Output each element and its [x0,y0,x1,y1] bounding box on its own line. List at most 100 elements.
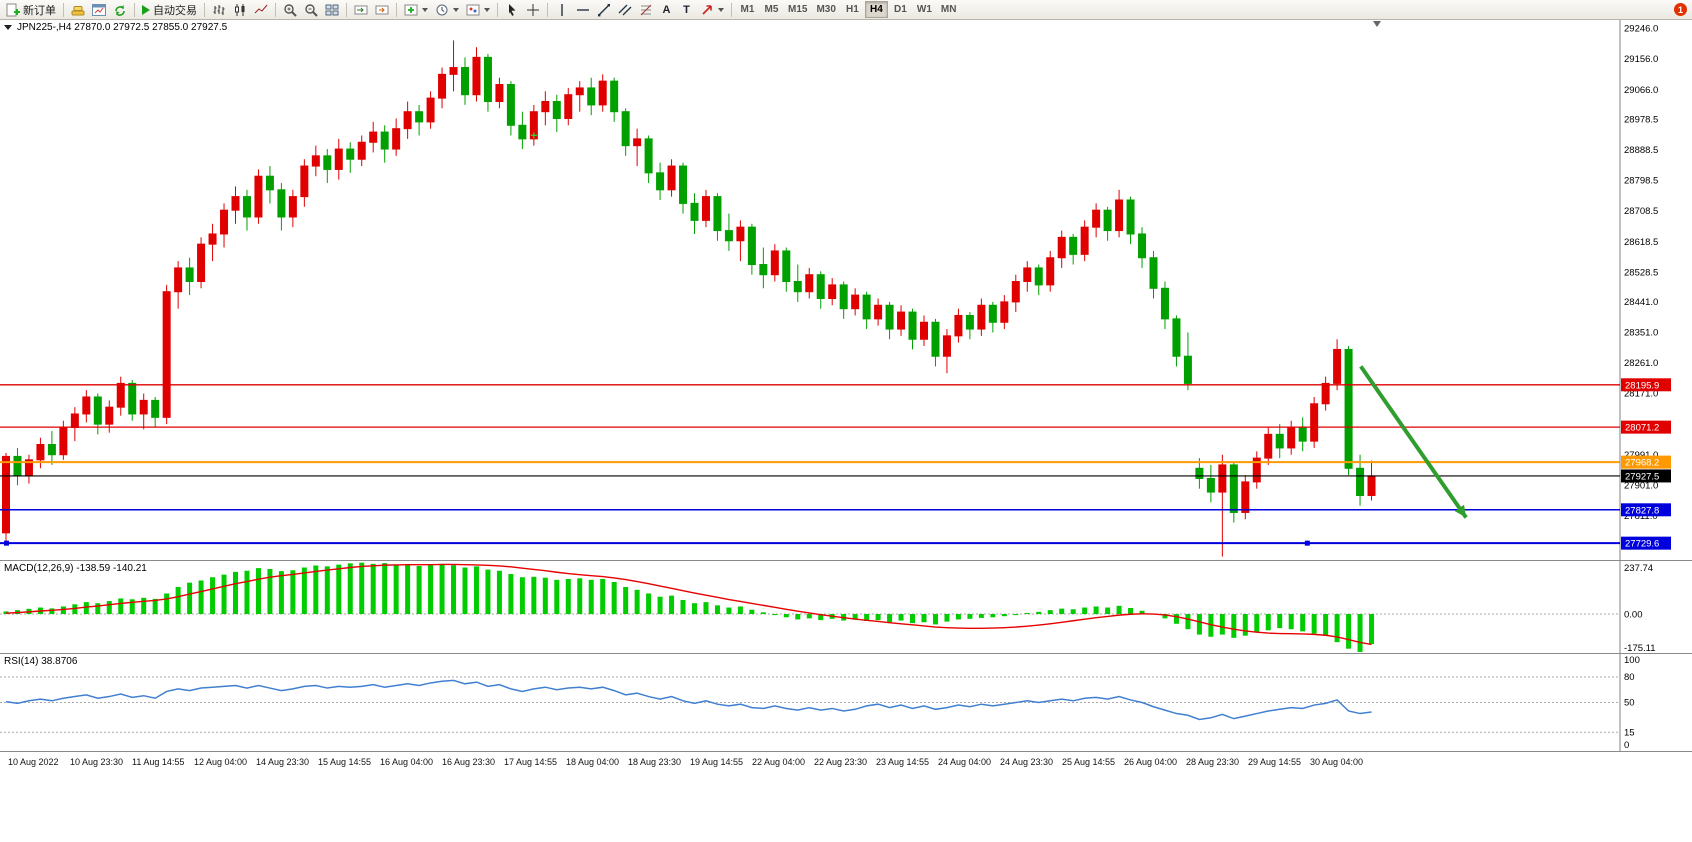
svg-text:+: + [530,128,537,142]
refresh-quotes-button[interactable] [110,1,130,18]
svg-text:29066.0: 29066.0 [1624,85,1658,96]
svg-text:237.74: 237.74 [1624,563,1653,574]
label-button[interactable]: T [677,1,696,18]
cursor-arrow-icon [509,3,516,16]
macd-canvas[interactable]: 237.74 0.00 -175.11 [0,561,1692,653]
market-watch-button[interactable] [68,1,88,18]
svg-text:10 Aug 2022: 10 Aug 2022 [8,757,59,767]
charts-window-button[interactable] [89,1,109,18]
autotrading-button[interactable]: 自动交易 [139,1,200,18]
new-order-icon [6,3,20,16]
svg-text:0.00: 0.00 [1624,610,1643,621]
svg-text:27901.0: 27901.0 [1624,480,1658,491]
chart-shift-marker[interactable] [1373,21,1381,27]
rsi-pane[interactable]: 100 80 50 15 0 RSI(14) 38.8706 [0,653,1692,751]
toolbar-separator [497,2,498,17]
svg-text:29156.0: 29156.0 [1624,54,1658,65]
dropdown-caret-icon [484,7,490,12]
timeframe-h4-button[interactable]: H4 [864,1,888,18]
play-icon [142,4,150,15]
svg-text:22 Aug 23:30: 22 Aug 23:30 [814,757,867,767]
svg-text:27827.8: 27827.8 [1625,505,1659,516]
main-chart-pane[interactable]: 29246.0 29156.0 29066.0 28978.5 28888.5 28798… [0,20,1692,560]
svg-text:29246.0: 29246.0 [1624,24,1658,35]
svg-text:12 Aug 04:00: 12 Aug 04:00 [194,757,247,767]
timeframe-m30-button[interactable]: M30 [812,1,839,18]
timeframe-m1-button[interactable]: M1 [736,1,759,18]
auto-scroll-icon [354,5,368,14]
bar-chart-icon [213,4,225,15]
clock-icon [436,4,448,15]
candlestick-chart-button[interactable] [230,1,250,18]
svg-text:24 Aug 23:30: 24 Aug 23:30 [1000,757,1053,767]
time-axis-canvas[interactable]: 10 Aug 2022 10 Aug 23:30 11 Aug 14:55 12 Au… [0,752,1692,773]
svg-text:25 Aug 14:55: 25 Aug 14:55 [1062,757,1115,767]
svg-text:28195.9: 28195.9 [1625,380,1659,391]
line-chart-icon [254,4,268,13]
svg-text:23 Aug 14:55: 23 Aug 14:55 [876,757,929,767]
tile-windows-icon [325,4,339,15]
svg-text:28351.0: 28351.0 [1624,328,1658,339]
fibonacci-button[interactable] [636,1,656,18]
zoom-out-button[interactable] [301,1,321,18]
price-chart-canvas[interactable]: 29246.0 29156.0 29066.0 28978.5 28888.5 28798… [0,20,1692,560]
arrow-tool-icon [702,4,712,15]
rsi-canvas[interactable]: 100 80 50 15 0 [0,654,1692,751]
crosshair-icon [527,3,539,16]
toolbar-separator [204,2,205,17]
toolbar-separator [396,2,397,17]
line-chart-button[interactable] [251,1,271,18]
toolbar-separator [275,2,276,17]
svg-text:0: 0 [1624,740,1629,751]
svg-text:28978.5: 28978.5 [1624,115,1658,126]
svg-text:27927.5: 27927.5 [1625,471,1659,482]
vertical-line-button[interactable] [552,1,572,18]
notification-badge[interactable]: 1 [1674,3,1687,16]
time-axis[interactable]: 10 Aug 2022 10 Aug 23:30 11 Aug 14:55 12 Au… [0,751,1692,773]
svg-text:11 Aug 14:55: 11 Aug 14:55 [132,757,184,767]
cursor-button[interactable] [502,1,522,18]
horizontal-line-icon [577,8,589,11]
dropdown-caret-icon [453,7,459,12]
svg-text:28 Aug 23:30: 28 Aug 23:30 [1186,757,1239,767]
timeframe-mn-button[interactable]: MN [937,1,961,18]
templates-button[interactable] [463,1,493,18]
template-icon [466,4,480,15]
zoom-in-button[interactable] [280,1,300,18]
crosshair-button[interactable] [523,1,543,18]
timeframe-d1-button[interactable]: D1 [889,1,912,18]
timeframe-m15-button[interactable]: M15 [784,1,811,18]
macd-pane[interactable]: 237.74 0.00 -175.11 MACD(12,26,9) -138.59 … [0,560,1692,653]
dropdown-caret-icon [718,7,724,12]
timeframe-h1-button[interactable]: H1 [841,1,864,18]
svg-text:10 Aug 23:30: 10 Aug 23:30 [70,757,123,767]
svg-text:30 Aug 04:00: 30 Aug 04:00 [1310,757,1363,767]
svg-text:-175.11: -175.11 [1624,643,1656,653]
svg-text:28171.0: 28171.0 [1624,389,1658,400]
svg-text:28618.5: 28618.5 [1624,237,1658,248]
toolbar-separator [63,2,64,17]
channel-button[interactable] [615,1,635,18]
new-order-button[interactable]: 新订单 [3,1,59,18]
trendline-icon [598,3,610,16]
auto-scroll-button[interactable] [351,1,371,18]
indicators-button[interactable] [401,1,431,18]
fibonacci-icon [640,4,652,15]
arrows-button[interactable] [697,1,727,18]
svg-text:100: 100 [1624,655,1640,666]
chart-window-icon [92,3,106,16]
horizontal-line-button[interactable] [573,1,593,18]
timeframe-w1-button[interactable]: W1 [913,1,936,18]
text-button[interactable]: A [657,1,676,18]
refresh-icon [115,4,125,16]
periods-button[interactable] [432,1,462,18]
tile-windows-button[interactable] [322,1,342,18]
timeframe-m5-button[interactable]: M5 [760,1,783,18]
svg-text:29 Aug 14:55: 29 Aug 14:55 [1248,757,1301,767]
svg-text:18 Aug 23:30: 18 Aug 23:30 [628,757,681,767]
bar-chart-button[interactable] [209,1,229,18]
svg-text:16 Aug 23:30: 16 Aug 23:30 [442,757,495,767]
chart-shift-button[interactable] [372,1,392,18]
trendline-button[interactable] [594,1,614,18]
